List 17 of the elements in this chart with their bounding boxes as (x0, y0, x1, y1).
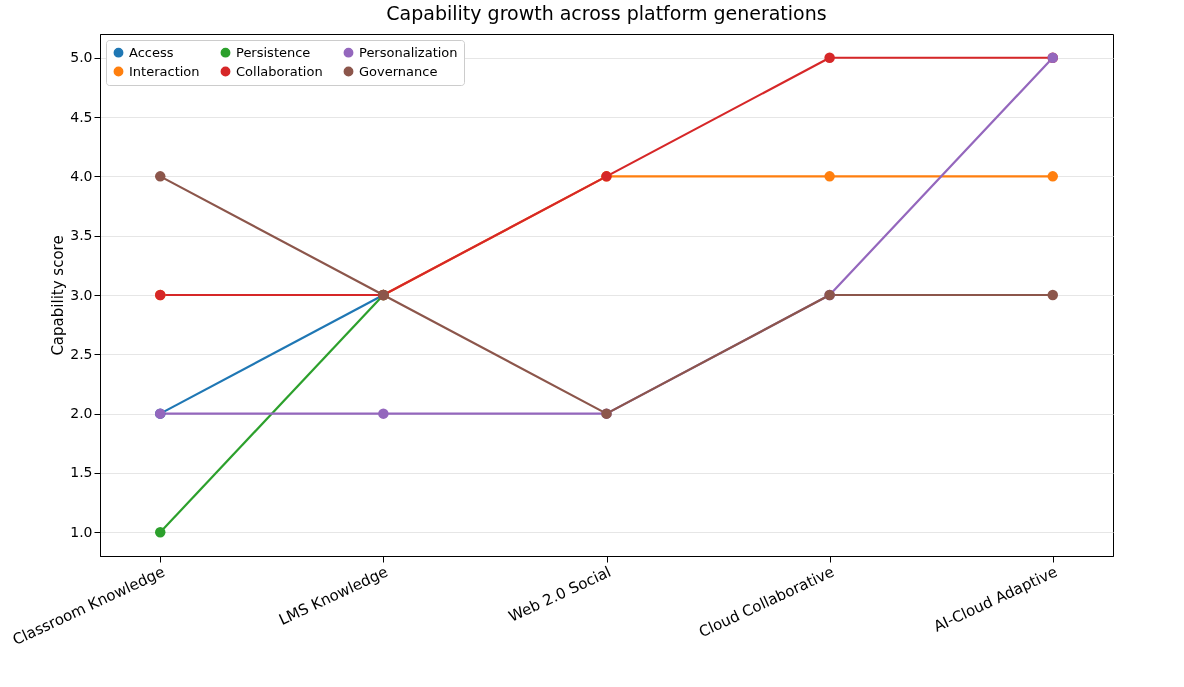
legend-label: Governance (359, 63, 438, 79)
y-tick-label: 5.0 (70, 49, 93, 66)
y-tick-label: 1.0 (70, 523, 93, 540)
y-axis-title: Capability score (49, 235, 68, 356)
y-tick-label: 4.0 (70, 167, 93, 184)
y-tick-label: 1.5 (70, 464, 93, 481)
chart-title: Capability growth across platform generations (386, 2, 827, 24)
y-tick-label: 4.5 (70, 108, 93, 125)
y-tick-label: 3.5 (70, 227, 93, 244)
legend-label: Interaction (129, 63, 200, 79)
y-tick-label: 3.0 (70, 286, 93, 303)
y-tick-label: 2.0 (70, 405, 93, 422)
legend-label: Persistence (236, 44, 311, 60)
legend-label: Access (129, 44, 174, 60)
legend-label: Personalization (359, 44, 458, 60)
legend-label: Collaboration (236, 63, 323, 79)
y-tick-label: 2.5 (70, 345, 93, 362)
